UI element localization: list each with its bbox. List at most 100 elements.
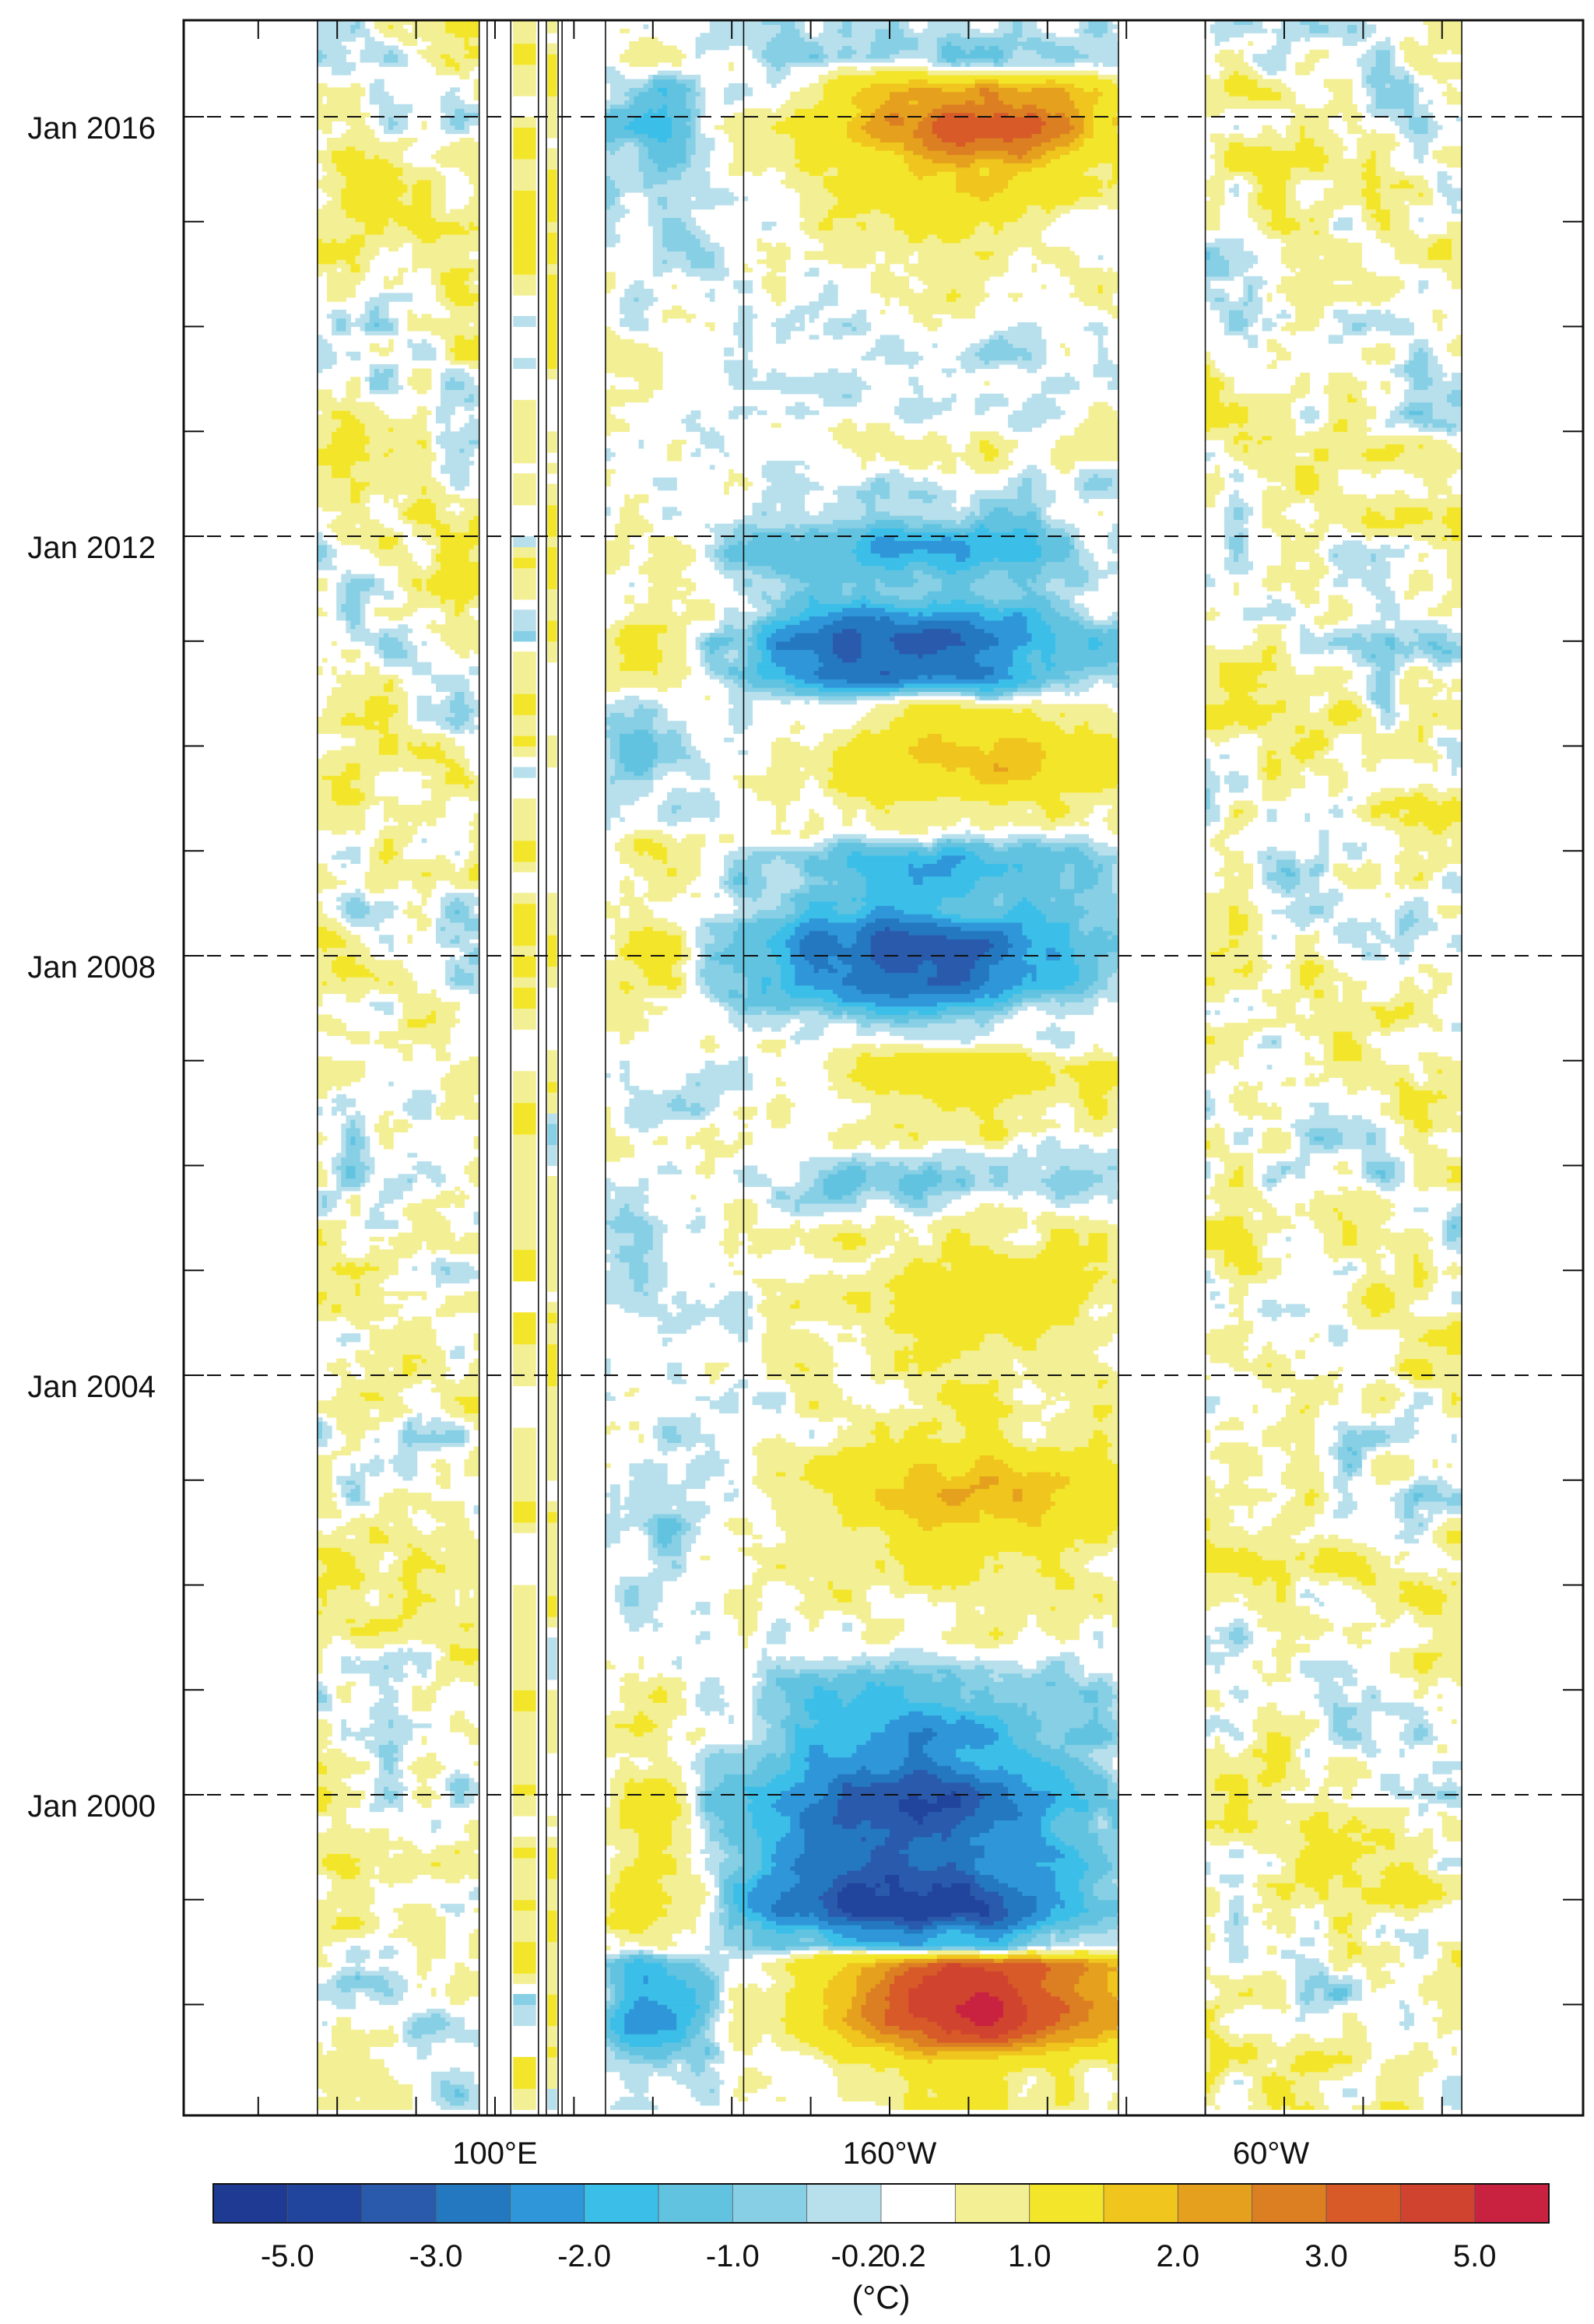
anomaly-column-atlantic [1205, 20, 1462, 2110]
x-axis-labels: 100°E 160°W 60°W [452, 2136, 1309, 2171]
narrow-strip-cell [513, 725, 536, 736]
narrow-strip-cell [513, 1878, 536, 1890]
narrow-strip-cell [513, 672, 536, 684]
y-tick-label: Jan 2000 [27, 1789, 156, 1824]
narrow-strip-cell [547, 1889, 557, 1901]
colorbar-swatch [954, 2183, 1030, 2224]
narrow-strip-cell [547, 557, 557, 569]
narrow-strip-cell [547, 2056, 557, 2068]
narrow-strip-cell [513, 1899, 536, 1911]
narrow-strip-cell [547, 1585, 557, 1596]
narrow-strip-cell [513, 1669, 536, 1680]
narrow-strip-cell [547, 1637, 557, 1648]
narrow-strip-cell [513, 1092, 536, 1104]
narrow-strip-cell [547, 2077, 557, 2089]
narrow-strip-cell [513, 1207, 536, 1219]
narrow-strip-cell [547, 200, 557, 212]
colorbar-swatch [1177, 2183, 1253, 2224]
narrow-strip-cell [547, 609, 557, 621]
narrow-strip-cell [547, 1354, 557, 1366]
narrow-strip-cell [547, 1973, 557, 1985]
narrow-strip-cell [513, 1018, 536, 1030]
narrow-strip-cell [547, 96, 557, 107]
colorbar-swatch [1325, 2183, 1402, 2224]
narrow-strip-cell [547, 64, 557, 75]
narrow-strip-cell [547, 1857, 557, 1869]
narrow-strip-cell [513, 662, 536, 673]
narrow-strip-cell [547, 242, 557, 254]
narrow-strip-cell [547, 757, 557, 768]
narrow-strip-cell [547, 1280, 557, 1292]
narrow-strip-cell [513, 1480, 536, 1491]
narrow-strip-cell [513, 1627, 536, 1638]
narrow-strip-cell [513, 1375, 536, 1387]
narrow-strip-cell [547, 253, 557, 265]
narrow-strip-cell [513, 1459, 536, 1470]
narrow-strip-cell [547, 54, 557, 65]
narrow-strip-cell [513, 2067, 536, 2079]
narrow-strip-cell [513, 1679, 536, 1690]
narrow-strip-cell [547, 1920, 557, 1932]
narrow-strip-cell [513, 1962, 536, 1974]
plot-area [182, 19, 1585, 2117]
narrow-strip-cell [547, 567, 557, 579]
narrow-strip-cell [547, 1816, 557, 1827]
narrow-strip-cell [547, 1406, 557, 1418]
narrow-strip-cell [513, 2004, 536, 2016]
narrow-strip-cell [547, 148, 557, 160]
narrow-strip-cell [547, 1878, 557, 1890]
narrow-strip-cell [513, 577, 536, 589]
narrow-strip-cell [513, 1973, 536, 1985]
narrow-strip-cell [513, 935, 536, 946]
narrow-strip-cell [513, 1868, 536, 1880]
narrow-strip-cell [513, 924, 536, 936]
narrow-strip-cell [513, 1732, 536, 1743]
narrow-strip-cell [547, 1113, 557, 1125]
narrow-strip-cell [513, 914, 536, 925]
narrow-strip-cell [547, 1385, 557, 1397]
narrow-strip-cell [547, 599, 557, 610]
narrow-strip-cell [547, 1228, 557, 1240]
narrow-strip-cell [513, 494, 536, 506]
colorbar-swatch [435, 2183, 511, 2224]
narrow-strip-cell [547, 1196, 557, 1208]
narrow-strip-cell [547, 1123, 557, 1135]
narrow-strip-cell [547, 1564, 557, 1575]
narrow-strip-cell [513, 284, 536, 296]
narrow-strip-cell [513, 2077, 536, 2089]
narrow-strip-cell [547, 1962, 557, 1974]
narrow-strip-cell [513, 1144, 536, 1156]
narrow-strip-cell [513, 1616, 536, 1627]
narrow-strip-cell [513, 148, 536, 160]
narrow-strip-cell [547, 1333, 557, 1345]
colorbar-swatch [1103, 2183, 1179, 2224]
anomaly-field [317, 20, 1462, 2110]
narrow-strip-cell [547, 494, 557, 506]
narrow-strip-cell [547, 1983, 557, 1995]
narrow-strip-cell [547, 2015, 557, 2027]
narrow-strip-cell [547, 316, 557, 328]
narrow-strip-cell [513, 1931, 536, 1943]
narrow-strip-cell [547, 441, 557, 453]
x-tick-label: 100°E [452, 2136, 537, 2171]
narrow-strip-cell [547, 431, 557, 443]
land-gaps [317, 20, 1462, 2115]
narrow-strip-cell [547, 2025, 557, 2037]
colorbar-swatch [1252, 2183, 1327, 2224]
colorbar-swatch [509, 2183, 585, 2224]
axis-ticks [184, 20, 1583, 2115]
colorbar-tick-label: -3.0 [409, 2239, 463, 2273]
narrow-strip-cell [513, 851, 536, 862]
narrow-strip-cell [547, 935, 557, 946]
narrow-strip-cell [547, 504, 557, 516]
narrow-strip-cell [547, 1690, 557, 1701]
narrow-strip-cell [513, 1427, 536, 1439]
narrow-strip-cell [547, 746, 557, 757]
narrow-strip-cell [513, 1217, 536, 1229]
y-axis-labels: Jan 2016 Jan 2012 Jan 2008 Jan 2004 Jan … [27, 111, 156, 1824]
narrow-strip-cell [513, 840, 536, 851]
narrow-strip-cell [547, 1501, 557, 1512]
narrow-strip-cell [513, 1721, 536, 1732]
narrow-strip-cell [513, 987, 536, 999]
narrow-strip-cell [547, 903, 557, 915]
